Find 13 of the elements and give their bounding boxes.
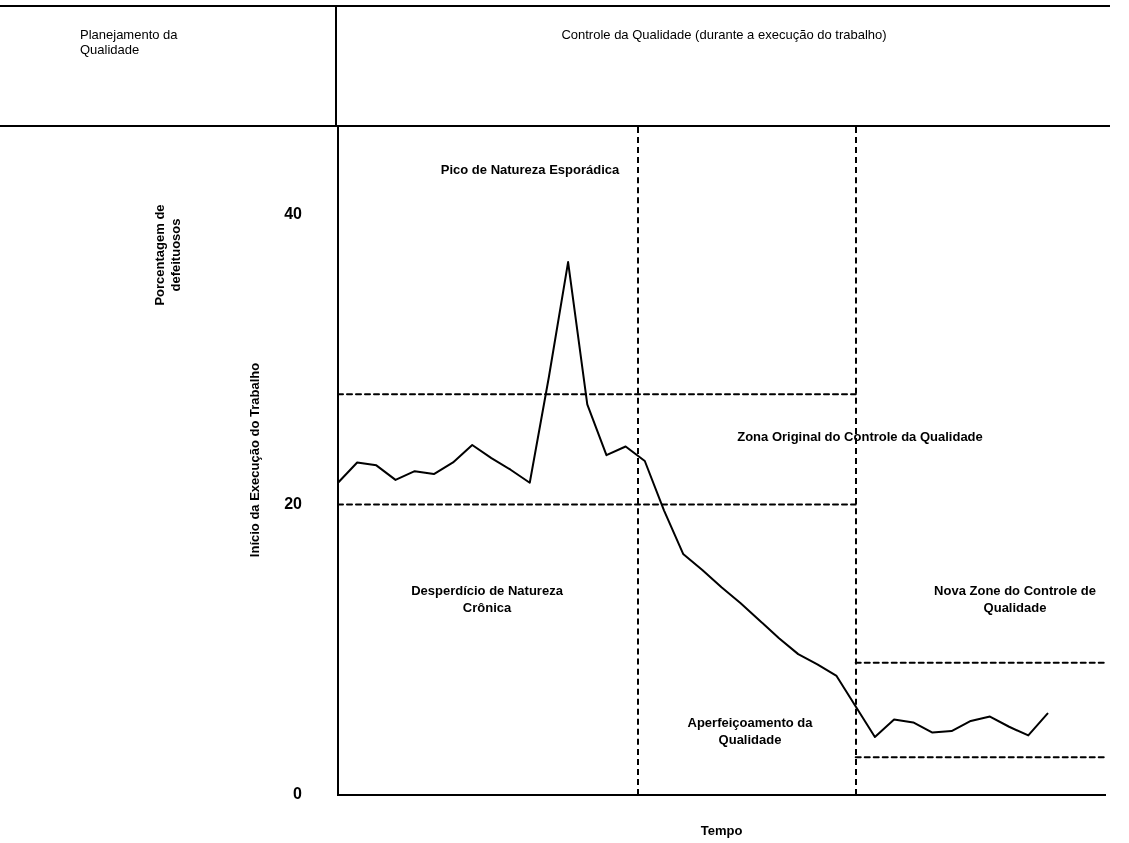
annotation: Zona Original do Controle da Qualidade	[737, 428, 983, 444]
text: Controle da Qualidade (durante a execução do trabalho)	[560, 27, 888, 42]
y-tick-label: 20	[284, 494, 303, 512]
text: Planejamento da Qualidade	[80, 27, 179, 57]
annotation: Pico de Natureza Esporádica	[440, 161, 620, 177]
y-tick-label: 0	[293, 785, 303, 803]
text: Início da Execução do Trabalho	[246, 362, 262, 558]
annotation: Aperfeiçoamento da Qualidade	[687, 715, 814, 748]
annotation: Desperdício de Natureza Crônica	[411, 583, 564, 616]
annotation: Nova Zone do Controle de Qualidade	[934, 583, 1096, 616]
y-tick-label: 40	[284, 204, 303, 222]
text: Porcentagem de defeituosos	[151, 204, 183, 306]
x-axis-title: Tempo	[700, 822, 743, 838]
